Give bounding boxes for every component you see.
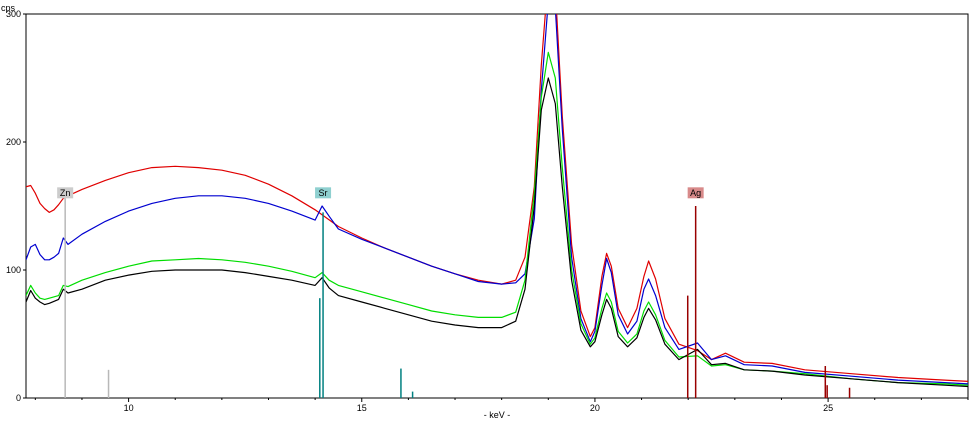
axis-layer: 0 100 200 300 10 15 20 25 xyxy=(6,9,969,413)
x-axis-label: - keV - xyxy=(484,410,511,420)
series-layer xyxy=(26,14,968,388)
element-label-box-ag[interactable] xyxy=(687,187,704,199)
x-tick-label-20: 20 xyxy=(590,403,600,413)
x-tick-label-15: 15 xyxy=(357,403,367,413)
element-label-box-sr[interactable] xyxy=(315,187,332,199)
y-tick-label-100: 100 xyxy=(6,265,21,275)
x-tick-label-25: 25 xyxy=(823,403,833,413)
y-tick-label-300: 300 xyxy=(6,9,21,19)
element-label-ag[interactable]: Ag xyxy=(690,188,701,198)
element-label-box-zn[interactable] xyxy=(57,187,74,199)
y-tick-label-200: 200 xyxy=(6,137,21,147)
series-line-1 xyxy=(26,14,968,382)
x-tick-label-10: 10 xyxy=(124,403,134,413)
element-label-sr[interactable]: Sr xyxy=(319,188,328,198)
y-axis-label: cps xyxy=(1,3,16,13)
marker-layer: Zn Sr Ag xyxy=(57,187,851,398)
element-label-zn[interactable]: Zn xyxy=(60,188,71,198)
plot-frame xyxy=(25,13,969,399)
series-line-2 xyxy=(26,14,968,385)
series-line-3 xyxy=(26,51,968,386)
series-line-4 xyxy=(26,77,968,388)
y-tick-label-0: 0 xyxy=(16,393,21,403)
